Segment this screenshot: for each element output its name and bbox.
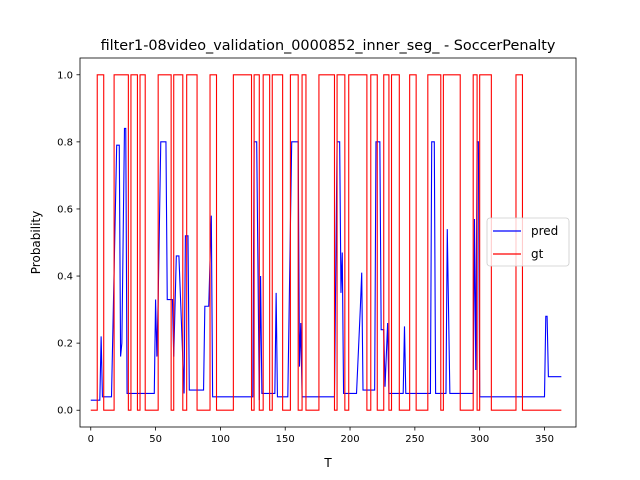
legend-label-pred: pred — [531, 224, 558, 238]
legend-label-gt: gt — [531, 247, 544, 261]
y-tick-label: 0.4 — [57, 272, 73, 283]
x-tick-label: 350 — [535, 434, 554, 445]
x-tick-label: 150 — [276, 434, 295, 445]
y-axis-ticks: 0.0 0.2 0.4 0.6 0.8 1.0 — [57, 70, 80, 417]
series-line-pred — [90, 127, 562, 401]
x-tick-label: 0 — [88, 434, 94, 445]
x-axis-label: T — [323, 456, 332, 470]
y-tick-label: 0.6 — [57, 204, 73, 215]
x-tick-label: 200 — [340, 434, 359, 445]
plot-area — [90, 74, 562, 411]
x-tick-label: 250 — [405, 434, 424, 445]
chart-title: filter1-08video_validation_0000852_inner… — [101, 38, 556, 54]
series-line-gt — [90, 74, 562, 411]
x-tick-label: 50 — [149, 434, 162, 445]
y-tick-label: 0.8 — [57, 137, 73, 148]
y-tick-label: 1.0 — [57, 70, 73, 81]
x-tick-label: 100 — [211, 434, 230, 445]
x-axis-ticks: 0 50 100 150 200 250 300 350 — [88, 427, 554, 445]
axes-frame — [79, 57, 577, 428]
y-tick-label: 0.0 — [57, 406, 73, 417]
y-axis-label: Probability — [29, 211, 43, 274]
legend: pred gt — [486, 217, 570, 267]
x-tick-label: 300 — [470, 434, 489, 445]
y-tick-label: 0.2 — [57, 339, 73, 350]
